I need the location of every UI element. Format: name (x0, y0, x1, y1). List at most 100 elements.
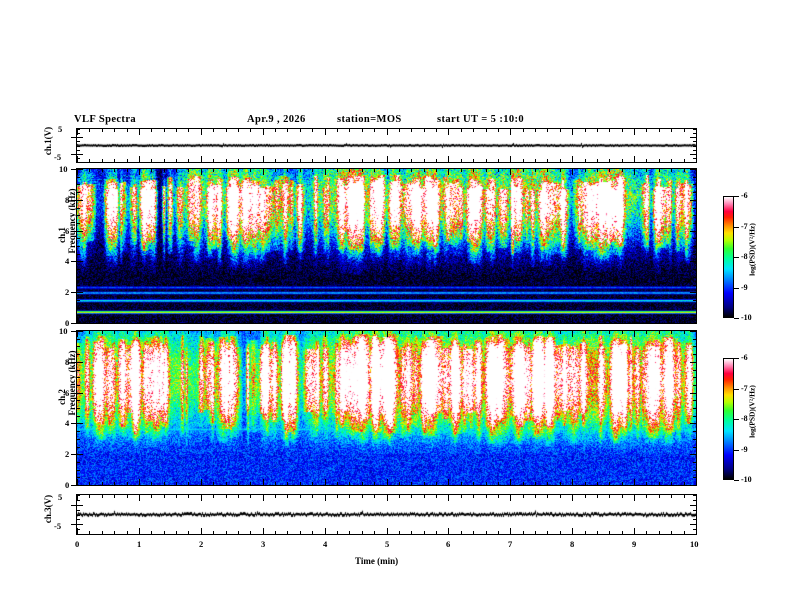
ch1-waveform-axis-label: ch.1(V) (43, 126, 53, 156)
axis-tick (71, 485, 76, 486)
axis-tick (77, 439, 80, 440)
axis-tick (362, 129, 363, 132)
axis-tick (461, 482, 462, 485)
axis-tick (349, 482, 350, 485)
axis-tick (671, 331, 672, 334)
axis-tick (114, 169, 115, 172)
axis-tick (201, 495, 202, 501)
axis-tick (411, 159, 412, 162)
axis-tick (448, 129, 449, 135)
axis-tick (572, 156, 573, 162)
axis-tick (486, 495, 487, 498)
axis-tick (659, 169, 660, 172)
axis-tick (387, 479, 388, 485)
ch1-waveform-panel (76, 128, 697, 163)
axis-tick (300, 531, 301, 534)
axis-tick (671, 495, 672, 498)
axis-tick (399, 495, 400, 498)
colorbar-tick (734, 318, 739, 319)
axis-tick (560, 331, 561, 334)
axis-tick (498, 169, 499, 172)
axis-tick (690, 292, 696, 293)
axis-tick (646, 159, 647, 162)
axis-tick (362, 331, 363, 334)
axis-tick (164, 482, 165, 485)
axis-tick (597, 331, 598, 334)
colorbar-ch2-title: log(PSD)(V²/Hz) (747, 385, 757, 438)
axis-tick (671, 320, 672, 323)
axis-tick (226, 331, 227, 334)
axis-tick (139, 479, 140, 485)
axis-tick (77, 150, 80, 151)
axis-tick (387, 495, 388, 501)
axis-tick (250, 320, 251, 323)
axis-tick (287, 320, 288, 323)
axis-tick (693, 510, 696, 511)
ch1-freq-tick-label-0: 0 (65, 318, 70, 328)
axis-tick (201, 528, 202, 534)
axis-tick (77, 462, 80, 463)
axis-tick (693, 431, 696, 432)
axis-tick (411, 531, 412, 534)
axis-tick (127, 320, 128, 323)
ch2-freq-tick-label-1: 2 (65, 449, 70, 459)
colorbar-ch1-tick-label-1: -7 (741, 222, 748, 231)
x-tick-label-10: 10 (690, 539, 699, 549)
ch1-freq-tick-label-1: 2 (65, 287, 70, 297)
axis-tick (139, 129, 140, 135)
axis-tick (77, 505, 83, 506)
axis-tick (287, 331, 288, 334)
axis-tick (399, 531, 400, 534)
axis-tick (337, 320, 338, 323)
axis-tick (102, 159, 103, 162)
axis-tick (399, 159, 400, 162)
axis-tick (71, 393, 76, 394)
axis-tick (696, 129, 697, 135)
ch2-freq-tick-label-3: 6 (65, 388, 70, 398)
axis-tick (102, 482, 103, 485)
axis-tick (690, 524, 696, 525)
axis-tick (634, 129, 635, 135)
axis-tick (263, 479, 264, 485)
axis-tick (238, 482, 239, 485)
axis-tick (77, 534, 80, 535)
axis-tick (77, 317, 78, 323)
axis-tick (486, 320, 487, 323)
ch2-spectrogram-panel (76, 330, 697, 486)
axis-tick (473, 169, 474, 172)
axis-tick (411, 169, 412, 172)
axis-tick (349, 129, 350, 132)
ch1-freq-tick-label-5: 10 (59, 164, 68, 174)
axis-tick (535, 531, 536, 534)
axis-tick (399, 129, 400, 132)
axis-tick (349, 331, 350, 334)
axis-tick (436, 169, 437, 172)
axis-tick (572, 495, 573, 501)
axis-tick (275, 159, 276, 162)
axis-tick (461, 159, 462, 162)
axis-tick (374, 320, 375, 323)
axis-tick (287, 495, 288, 498)
axis-tick (127, 331, 128, 334)
axis-tick (597, 482, 598, 485)
axis-tick (448, 495, 449, 501)
axis-tick (287, 159, 288, 162)
ch1-wave-tick-5: 5 (58, 124, 63, 134)
axis-tick (461, 331, 462, 334)
axis-tick (560, 129, 561, 132)
axis-tick (89, 331, 90, 334)
axis-tick (693, 184, 696, 185)
axis-tick (646, 320, 647, 323)
axis-tick (486, 159, 487, 162)
axis-tick (693, 254, 696, 255)
axis-tick (696, 331, 697, 337)
ch2-freq-tick-label-5: 10 (59, 326, 68, 336)
axis-tick (77, 354, 80, 355)
axis-tick (263, 169, 264, 175)
axis-tick (693, 400, 696, 401)
axis-tick (693, 223, 696, 224)
axis-tick (226, 159, 227, 162)
axis-tick (127, 531, 128, 534)
axis-tick (693, 377, 696, 378)
